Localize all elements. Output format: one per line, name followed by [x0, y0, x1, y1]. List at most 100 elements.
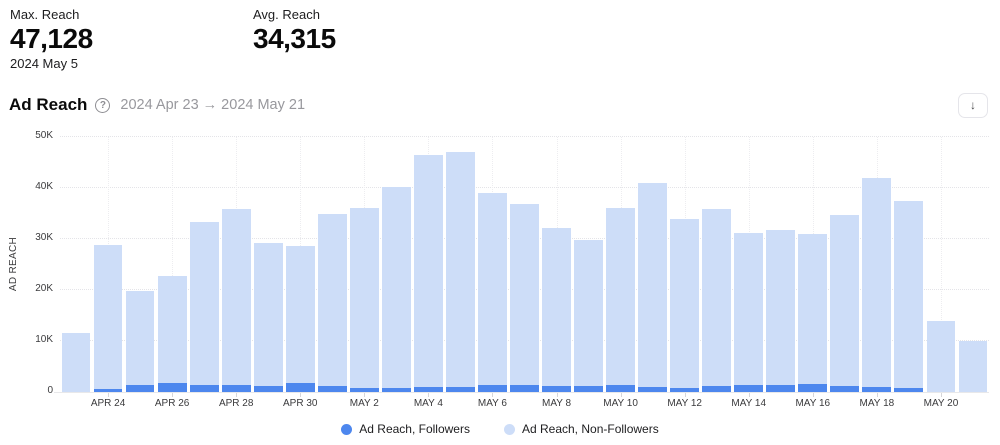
bar-segment-non-followers [830, 214, 860, 387]
x-axis-tick [172, 393, 174, 397]
bar-may-7[interactable] [508, 137, 540, 392]
bar-segment-followers [670, 387, 700, 392]
bar-apr-24[interactable] [92, 137, 124, 392]
bar-segment-non-followers [574, 239, 603, 387]
x-axis-tick [492, 393, 494, 397]
bar-may-6[interactable] [476, 137, 508, 392]
bar-may-14[interactable] [733, 137, 765, 392]
legend-item-ad-reach-non-followers[interactable]: Ad Reach, Non-Followers [503, 422, 659, 436]
bar-may-1[interactable] [316, 137, 348, 392]
bar-segment-non-followers [61, 333, 91, 392]
bar-segment-non-followers [253, 242, 283, 387]
x-axis-tick [556, 393, 558, 397]
bar-segment-non-followers [478, 192, 507, 386]
bar-segment-followers [894, 387, 924, 392]
bar-apr-29[interactable] [252, 137, 284, 392]
bar-segment-non-followers [446, 151, 475, 388]
bar-segment-non-followers [542, 228, 571, 387]
bar-may-11[interactable] [637, 137, 669, 392]
chart-title: Ad Reach [9, 95, 88, 114]
y-tick-label-10K: 10K [35, 334, 53, 345]
y-tick-label-30K: 30K [35, 232, 53, 243]
bar-segment-non-followers [157, 275, 187, 384]
bar-apr-30[interactable] [284, 137, 316, 392]
bar-apr-25[interactable] [124, 137, 156, 392]
bar-may-21[interactable] [957, 137, 989, 392]
bar-segment-non-followers [958, 340, 988, 392]
x-tick-label-may-2: May 2 [349, 398, 379, 409]
x-tick-label-may-12: May 12 [667, 398, 702, 409]
avg-reach-label: Avg. Reach [253, 7, 320, 22]
bar-segment-non-followers [285, 245, 315, 384]
x-axis-labels: Apr 24 Apr 26 Apr 28 Apr 30 May 2 May 4 May 6 M… [60, 398, 989, 412]
bar-segment-followers [638, 386, 668, 392]
v-gridline-apr-26 [172, 137, 174, 392]
download-icon: ↓ [970, 98, 976, 112]
bar-segment-followers [510, 384, 539, 392]
bar-segment-followers [93, 388, 123, 392]
bar-segment-non-followers [894, 201, 924, 388]
x-tick-label-apr-26: Apr 26 [154, 398, 190, 409]
h-gridline-50K [60, 136, 989, 137]
x-tick-label-may-18: May 18 [859, 398, 895, 409]
x-axis-tick [812, 393, 814, 397]
x-tick-label-may-14: May 14 [731, 398, 767, 409]
bar-apr-26[interactable] [156, 137, 188, 392]
legend-item-ad-reach-followers[interactable]: Ad Reach, Followers [341, 422, 470, 436]
x-axis-tick [300, 393, 302, 397]
bar-may-17[interactable] [829, 137, 861, 392]
bar-may-19[interactable] [893, 137, 925, 392]
bar-may-16[interactable] [797, 137, 829, 392]
bar-segment-followers [317, 385, 347, 392]
x-tick-label-may-8: May 8 [541, 398, 572, 409]
bar-may-15[interactable] [765, 137, 797, 392]
bar-apr-23[interactable] [60, 137, 92, 392]
max-reach-label: Max. Reach [10, 7, 80, 22]
chart-header: Ad Reach ? 2024 Apr 23 → 2024 May 21 ↓ [9, 92, 988, 118]
chart-legend: Ad Reach, Followers Ad Reach, Non-Followe… [0, 422, 1000, 436]
legend-label: Ad Reach, Non-Followers [521, 422, 659, 436]
bar-segment-non-followers [221, 209, 251, 386]
bar-segment-followers [798, 384, 828, 392]
bar-segment-non-followers [734, 232, 764, 386]
download-button[interactable]: ↓ [958, 92, 988, 118]
bar-segment-followers [574, 386, 603, 392]
bar-segment-followers [157, 383, 187, 392]
bar-may-3[interactable] [380, 137, 412, 392]
bar-segment-non-followers [606, 207, 635, 385]
y-axis-labels: 0 10K 20K 30K 40K 50K [0, 131, 53, 396]
bar-segment-non-followers [702, 208, 732, 387]
legend-label: Ad Reach, Followers [359, 422, 470, 436]
legend-dot-icon [341, 423, 353, 435]
bar-may-5[interactable] [444, 137, 476, 392]
bar-segment-non-followers [798, 233, 828, 385]
bar-may-18[interactable] [861, 137, 893, 392]
bar-may-13[interactable] [701, 137, 733, 392]
x-tick-label-may-6: May 6 [477, 398, 507, 409]
bar-apr-28[interactable] [220, 137, 252, 392]
bar-may-12[interactable] [669, 137, 701, 392]
date-range: 2024 Apr 23 → 2024 May 21 [120, 97, 306, 113]
avg-reach-stat: Avg. Reach 34,315 [253, 6, 336, 55]
bar-segment-non-followers [93, 245, 123, 389]
bar-segment-followers [446, 387, 475, 392]
bar-may-8[interactable] [541, 137, 573, 392]
bar-may-4[interactable] [412, 137, 444, 392]
max-reach-date: 2024 May 5 [10, 56, 78, 71]
bar-segment-non-followers [125, 291, 155, 386]
bar-may-10[interactable] [605, 137, 637, 392]
bar-may-20[interactable] [925, 137, 957, 392]
x-axis-line [54, 392, 989, 393]
bar-segment-non-followers [862, 178, 892, 387]
v-gridline-may-20 [940, 137, 942, 392]
bar-may-2[interactable] [348, 137, 380, 392]
bar-segment-followers [478, 385, 507, 392]
help-icon[interactable]: ? [95, 97, 111, 113]
x-axis-tick [108, 393, 110, 397]
bar-segment-non-followers [766, 229, 796, 386]
bar-may-9[interactable] [573, 137, 605, 392]
bar-segment-followers [285, 383, 315, 392]
bar-segment-followers [542, 386, 571, 392]
bar-apr-27[interactable] [188, 137, 220, 392]
bar-segment-non-followers [349, 208, 379, 388]
